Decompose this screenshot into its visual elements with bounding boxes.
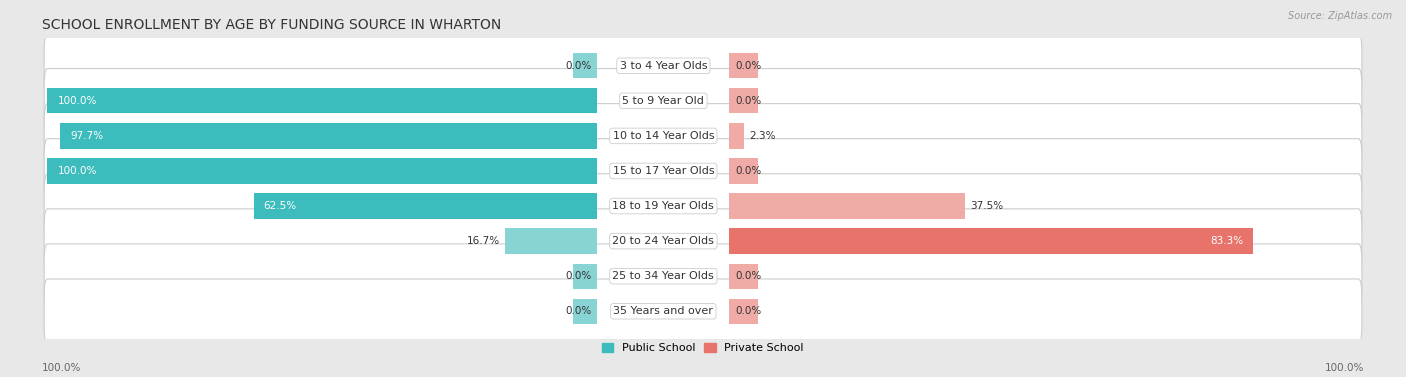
Bar bbox=[730, 123, 744, 149]
Text: 0.0%: 0.0% bbox=[565, 271, 592, 281]
Bar bbox=[572, 299, 598, 324]
Legend: Public School, Private School: Public School, Private School bbox=[598, 339, 808, 358]
Text: 62.5%: 62.5% bbox=[263, 201, 297, 211]
FancyBboxPatch shape bbox=[44, 174, 1362, 238]
Text: 37.5%: 37.5% bbox=[970, 201, 1004, 211]
Text: 100.0%: 100.0% bbox=[58, 96, 97, 106]
Bar bbox=[730, 299, 758, 324]
Bar bbox=[730, 193, 966, 219]
Text: 0.0%: 0.0% bbox=[735, 306, 762, 316]
FancyBboxPatch shape bbox=[44, 209, 1362, 273]
Bar bbox=[730, 158, 758, 184]
Text: 5 to 9 Year Old: 5 to 9 Year Old bbox=[623, 96, 704, 106]
Bar bbox=[730, 228, 1254, 254]
Text: 100.0%: 100.0% bbox=[42, 363, 82, 373]
Text: 16.7%: 16.7% bbox=[467, 236, 501, 246]
Bar bbox=[730, 264, 758, 289]
Text: 15 to 17 Year Olds: 15 to 17 Year Olds bbox=[613, 166, 714, 176]
Bar bbox=[730, 88, 758, 113]
Bar bbox=[505, 228, 598, 254]
Text: 0.0%: 0.0% bbox=[735, 96, 762, 106]
Text: SCHOOL ENROLLMENT BY AGE BY FUNDING SOURCE IN WHARTON: SCHOOL ENROLLMENT BY AGE BY FUNDING SOUR… bbox=[42, 18, 502, 32]
Text: 20 to 24 Year Olds: 20 to 24 Year Olds bbox=[613, 236, 714, 246]
Text: 97.7%: 97.7% bbox=[70, 131, 103, 141]
FancyBboxPatch shape bbox=[44, 139, 1362, 203]
Text: Source: ZipAtlas.com: Source: ZipAtlas.com bbox=[1288, 11, 1392, 21]
FancyBboxPatch shape bbox=[44, 34, 1362, 98]
Bar bbox=[572, 53, 598, 78]
Text: 0.0%: 0.0% bbox=[565, 61, 592, 71]
Bar bbox=[572, 264, 598, 289]
Text: 35 Years and over: 35 Years and over bbox=[613, 306, 713, 316]
FancyBboxPatch shape bbox=[44, 104, 1362, 168]
Text: 0.0%: 0.0% bbox=[735, 61, 762, 71]
Text: 18 to 19 Year Olds: 18 to 19 Year Olds bbox=[613, 201, 714, 211]
Text: 83.3%: 83.3% bbox=[1211, 236, 1243, 246]
Bar bbox=[48, 158, 598, 184]
Bar bbox=[253, 193, 598, 219]
Text: 2.3%: 2.3% bbox=[749, 131, 776, 141]
FancyBboxPatch shape bbox=[44, 69, 1362, 133]
Bar bbox=[60, 123, 598, 149]
Text: 3 to 4 Year Olds: 3 to 4 Year Olds bbox=[620, 61, 707, 71]
FancyBboxPatch shape bbox=[44, 279, 1362, 343]
Text: 100.0%: 100.0% bbox=[58, 166, 97, 176]
Text: 0.0%: 0.0% bbox=[735, 271, 762, 281]
Text: 0.0%: 0.0% bbox=[565, 306, 592, 316]
Text: 10 to 14 Year Olds: 10 to 14 Year Olds bbox=[613, 131, 714, 141]
Text: 0.0%: 0.0% bbox=[735, 166, 762, 176]
Text: 100.0%: 100.0% bbox=[1324, 363, 1364, 373]
Text: 25 to 34 Year Olds: 25 to 34 Year Olds bbox=[613, 271, 714, 281]
FancyBboxPatch shape bbox=[44, 244, 1362, 308]
Bar bbox=[48, 88, 598, 113]
Bar bbox=[730, 53, 758, 78]
